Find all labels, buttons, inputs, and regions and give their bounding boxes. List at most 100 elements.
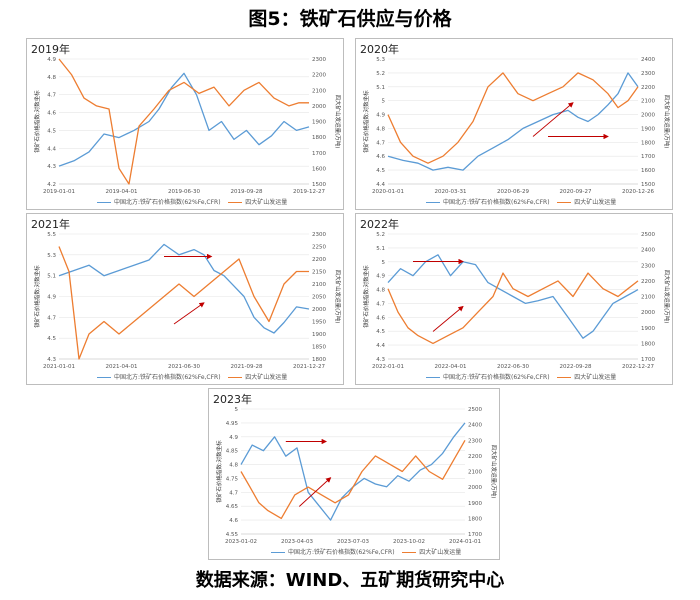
y-left-tick-label: 4.95 (226, 421, 239, 427)
y-left-tick-label: 4.6 (229, 518, 238, 524)
annotation-arrow (432, 305, 464, 332)
y-left-axis-label: 铁矿石价格指数:对数坐标 (362, 90, 370, 153)
legend-shipment-label: 四大矿山发运量 (419, 549, 462, 556)
legend: 中国北方:铁矿石价格指数(62%Fe,CFR) 四大矿山发运量 (426, 372, 616, 381)
y-left-tick-label: 4.7 (376, 140, 385, 146)
y-right-tick-label: 1800 (641, 341, 655, 347)
legend-price-label: 中国北方:铁矿石价格指数(62%Fe,CFR) (114, 374, 221, 381)
y-left-tick-label: 4.6 (376, 154, 385, 160)
y-left-tick-label: 4.85 (226, 449, 239, 455)
y-right-tick-label: 2300 (312, 57, 326, 63)
y-left-tick-label: 4.9 (229, 435, 238, 441)
y-left-tick-label: 4.65 (226, 504, 239, 510)
chart-2019: 4.2 4.3 4.4 4.5 4.6 4.7 4.8 4.9 1500 1600 1700 1800… (33, 57, 342, 195)
y-right-tick-label: 2100 (312, 282, 326, 288)
legend-price-swatch (426, 377, 440, 378)
shipment-series-line (240, 439, 466, 520)
legend-shipment-swatch (228, 377, 243, 378)
y-left-tick-label: 5.2 (376, 232, 385, 238)
shipment-series-line (387, 272, 639, 345)
shipment-series-line (387, 72, 639, 164)
y-left-tick-label: 5 (235, 407, 239, 413)
x-tick-label: 2022-12-27 (622, 364, 654, 370)
y-right-tick-label: 1600 (312, 166, 326, 172)
y-left-tick-label: 4.4 (376, 343, 385, 349)
y-right-tick-label: 2100 (468, 470, 482, 476)
shipment-series-line (58, 58, 309, 185)
y-left-tick-label: 4.3 (376, 357, 385, 363)
y-left-tick-label: 4.7 (229, 490, 238, 496)
y-right-tick-label: 1700 (641, 357, 655, 363)
price-series-line (240, 422, 466, 521)
y-right-tick-label: 1800 (468, 516, 482, 522)
y-right-tick-label: 1700 (641, 154, 655, 160)
price-series-line (58, 72, 310, 167)
y-left-tick-label: 4.4 (47, 146, 56, 152)
legend: 中国北方:铁矿石价格指数(62%Fe,CFR) 四大矿山发运量 (97, 197, 287, 206)
y-left-tick-label: 4.2 (47, 182, 56, 188)
y-left-tick-label: 4.9 (376, 113, 385, 119)
y-left-tick-label: 4.3 (47, 357, 56, 363)
y-right-tick-label: 2300 (641, 71, 655, 77)
y-right-tick-label: 1900 (468, 501, 482, 507)
y-left-tick-label: 4.9 (47, 295, 56, 301)
y-left-tick-label: 4.5 (376, 168, 385, 174)
x-tick-label: 2023-10-02 (393, 539, 425, 545)
y-left-tick-label: 4.9 (47, 57, 56, 63)
y-right-tick-label: 2000 (641, 113, 655, 119)
y-left-tick-label: 5.5 (47, 232, 56, 238)
y-right-tick-label: 2500 (468, 407, 482, 413)
y-left-tick-label: 4.7 (376, 301, 385, 307)
x-tick-label: 2019-09-28 (231, 189, 263, 195)
x-tick-label: 2024-01-01 (449, 539, 481, 545)
panel-title: 2020年 (360, 43, 399, 56)
chart-2021: 4.3 4.5 4.7 4.9 5.1 5.3 5.5 1800 1850 1900 1950 200… (33, 232, 342, 370)
y-right-tick-label: 2100 (641, 99, 655, 105)
y-left-tick-label: 4.7 (47, 315, 56, 321)
y-left-tick-label: 4.8 (376, 288, 385, 294)
x-tick-label: 2019-01-01 (43, 189, 75, 195)
y-left-tick-label: 4.6 (376, 315, 385, 321)
y-right-tick-label: 2000 (312, 104, 326, 110)
panel-2021: 2021年 4.3 4.5 4.7 4.9 5.1 5.3 5.5 1800 1850 1900 1… (26, 213, 344, 385)
x-tick-label: 2022-04-01 (435, 364, 467, 370)
panel-title: 2021年 (31, 218, 70, 231)
y-right-tick-label: 2000 (641, 310, 655, 316)
x-tick-label: 2021-04-01 (106, 364, 138, 370)
y-right-tick-label: 2200 (468, 454, 482, 460)
legend: 中国北方:铁矿石价格指数(62%Fe,CFR) 四大矿山发运量 (97, 372, 287, 381)
legend-price-label: 中国北方:铁矿石价格指数(62%Fe,CFR) (443, 199, 550, 206)
x-tick-label: 2022-09-28 (560, 364, 592, 370)
panel-2023: 2023年 4.55 4.6 4.65 4.7 4.75 4.8 4.85 4.9 4.95 5 1… (208, 388, 500, 560)
legend-price-label: 中国北方:铁矿石价格指数(62%Fe,CFR) (443, 374, 550, 381)
y-right-tick-label: 1900 (312, 120, 326, 126)
y-right-tick-label: 1800 (312, 357, 326, 363)
y-right-tick-label: 1500 (312, 182, 326, 188)
y-right-tick-label: 2200 (641, 279, 655, 285)
y-right-tick-label: 1900 (641, 326, 655, 332)
shipment-series-line (58, 246, 309, 360)
y-left-axis-label: 铁矿石价格指数:对数坐标 (215, 440, 223, 503)
y-left-tick-label: 4.5 (47, 128, 56, 134)
y-right-tick-label: 1700 (312, 151, 326, 157)
y-left-tick-label: 4.8 (229, 463, 238, 469)
legend-shipment-label: 四大矿山发运量 (574, 199, 617, 206)
x-tick-label: 2021-01-01 (43, 364, 75, 370)
x-tick-label: 2023-07-03 (337, 539, 369, 545)
legend-shipment-swatch (557, 377, 572, 378)
x-tick-label: 2021-12-27 (293, 364, 325, 370)
y-right-tick-label: 2400 (641, 248, 655, 254)
x-tick-label: 2019-12-27 (293, 189, 325, 195)
x-tick-label: 2021-06-30 (168, 364, 200, 370)
y-right-tick-label: 2500 (641, 232, 655, 238)
annotation-arrow (298, 477, 332, 507)
panel-2019: 2019年 4.2 4.3 4.4 4.5 4.6 4.7 4.8 4.9 1500 1600 17… (26, 38, 344, 210)
y-right-tick-label: 2400 (468, 423, 482, 429)
y-right-axis-label: 四大矿山发运量(万吨) (490, 445, 498, 499)
x-tick-label: 2020-01-01 (372, 189, 404, 195)
y-right-tick-label: 2200 (641, 85, 655, 91)
panel-2020: 2020年 4.4 4.5 4.6 4.7 4.8 4.9 5 5.1 5.2 5.3 1500 16… (355, 38, 673, 210)
price-series-line (58, 243, 310, 334)
y-right-tick-label: 1700 (468, 532, 482, 538)
x-tick-label: 2019-04-01 (106, 189, 138, 195)
